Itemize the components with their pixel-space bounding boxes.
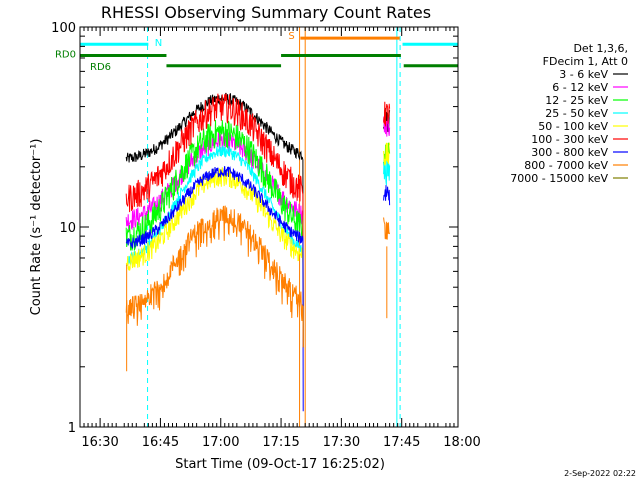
legend-entry-label: 3 - 6 keV [559, 68, 608, 81]
y-tick-label: 1 [68, 421, 76, 436]
series-line-late [383, 159, 391, 186]
legend-entry-label: 800 - 7000 keV [524, 159, 608, 172]
series-line-late [383, 101, 391, 128]
decimation-flag-label: RD0 [55, 50, 76, 61]
series-line [125, 119, 304, 348]
series-line [125, 92, 304, 348]
status-flags: N S RD0 RD6 [55, 27, 458, 427]
attenuator-flag-label: N [155, 38, 162, 49]
x-tick-label: 18:00 [443, 435, 480, 450]
legend-header: Det 1,3,6, [573, 42, 628, 55]
saa-flag-label: S [288, 31, 294, 42]
series-line [125, 166, 304, 412]
x-tick-label: 17:00 [202, 435, 239, 450]
legend-entry-label: 7000 - 15000 keV [510, 172, 608, 185]
series-line [126, 145, 304, 348]
series-group [125, 92, 391, 412]
legend-entry-label: 50 - 100 keV [538, 120, 608, 133]
series-line-late [383, 185, 391, 206]
series-line [125, 167, 304, 348]
y-tick-label: 100 [51, 21, 76, 36]
footer-timestamp: 2-Sep-2022 02:22 [564, 469, 636, 478]
decimation-flag-label: RD6 [90, 62, 111, 73]
legend-entry-label: 12 - 25 keV [545, 94, 608, 107]
x-tick-label: 17:15 [262, 435, 299, 450]
y-axis-label: Count Rate (s⁻¹ detector⁻¹) [29, 139, 44, 316]
series-line [125, 205, 304, 348]
chart-title: RHESSI Observing Summary Count Rates [101, 3, 431, 22]
legend-header: FDecim 1, Att 0 [543, 55, 628, 68]
axes: 16:30 16:45 17:00 17:15 17:30 17:45 18:00 1 10 10… [51, 21, 481, 450]
legend-entry-label: 300 - 800 keV [531, 146, 608, 159]
legend-entry-label: 6 - 12 keV [552, 81, 608, 94]
series-line-late [383, 113, 391, 137]
legend-entry-label: 25 - 50 keV [545, 107, 608, 120]
x-tick-label: 17:45 [383, 435, 420, 450]
x-tick-label: 16:30 [81, 435, 118, 450]
x-tick-label: 17:30 [323, 435, 360, 450]
y-tick-label: 10 [59, 221, 76, 236]
x-axis-label: Start Time (09-Oct-17 16:25:02) [175, 457, 385, 472]
legend-entry-label: 100 - 300 keV [531, 133, 608, 146]
x-tick-label: 16:45 [142, 435, 179, 450]
series-line [125, 93, 304, 348]
series-line-late [383, 217, 391, 240]
series-line-late [383, 142, 391, 166]
